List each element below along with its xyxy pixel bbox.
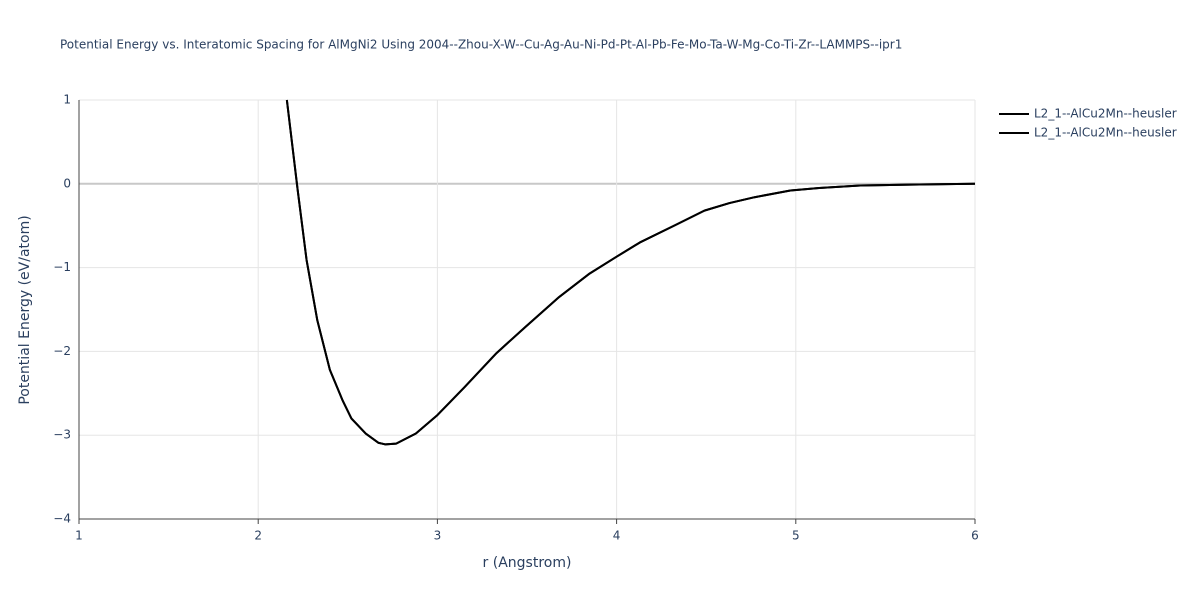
series-line [285, 99, 976, 446]
series-line [285, 99, 976, 446]
y-tick-label: −3 [53, 428, 71, 442]
y-tick-label: 1 [63, 93, 71, 107]
legend-label: L2_1--AlCu2Mn--heusler [1034, 126, 1177, 140]
x-tick-label: 1 [75, 529, 83, 543]
x-axis-label: r (Angstrom) [483, 555, 572, 571]
y-tick-label: 0 [63, 176, 71, 190]
y-axis-label: Potential Energy (eV/atom) [17, 215, 33, 404]
x-tick-label: 6 [971, 529, 979, 543]
y-tick-label: −1 [53, 260, 71, 274]
x-tick-label: 3 [434, 529, 442, 543]
y-tick-label: −4 [53, 512, 71, 526]
y-tick-label: −2 [53, 344, 71, 358]
x-tick-label: 4 [613, 529, 621, 543]
x-tick-label: 2 [254, 529, 262, 543]
x-tick-label: 5 [792, 529, 800, 543]
legend-label: L2_1--AlCu2Mn--heusler [1034, 107, 1177, 121]
chart-title: Potential Energy vs. Interatomic Spacing… [60, 38, 902, 52]
